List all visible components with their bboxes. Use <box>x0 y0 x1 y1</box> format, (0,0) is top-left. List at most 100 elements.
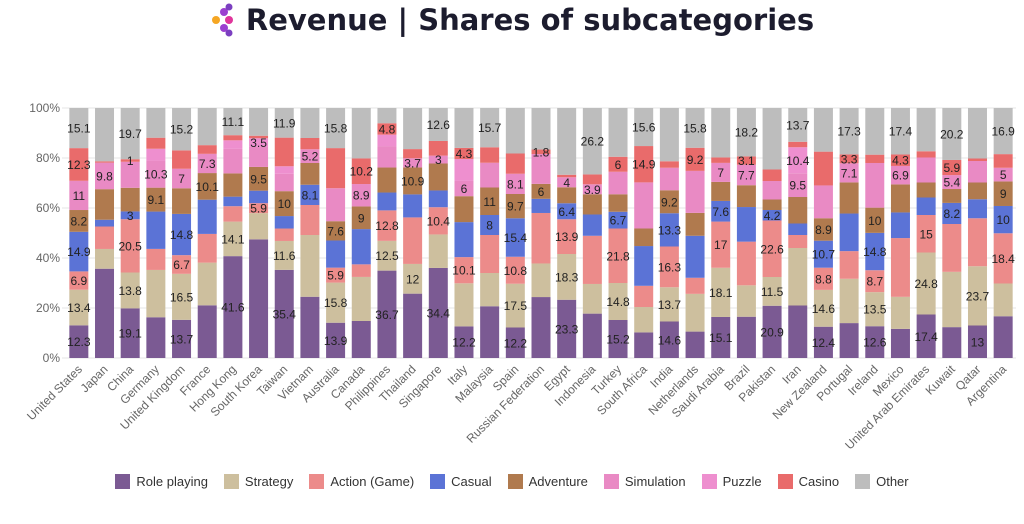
bar-segment-action-game-[interactable] <box>326 267 346 283</box>
bar-segment-strategy[interactable] <box>249 213 269 240</box>
bar-segment-adventure[interactable] <box>557 187 577 204</box>
bar-segment-other[interactable] <box>762 108 782 170</box>
bar-segment-strategy[interactable] <box>120 272 140 309</box>
bar-segment-casino[interactable] <box>403 149 423 159</box>
bar-segment-simulation[interactable] <box>762 181 782 200</box>
bar-segment-casual[interactable] <box>762 210 782 221</box>
bar-segment-action-game-[interactable] <box>813 267 833 290</box>
bar-segment-other[interactable] <box>223 108 243 136</box>
bar-segment-other[interactable] <box>813 108 833 152</box>
bar-segment-other[interactable] <box>865 108 885 155</box>
bar-segment-adventure[interactable] <box>300 163 320 185</box>
bar-segment-action-game-[interactable] <box>659 246 679 288</box>
bar-segment-other[interactable] <box>69 108 89 149</box>
bar-segment-other[interactable] <box>403 108 423 150</box>
bar-segment-adventure[interactable] <box>942 189 962 203</box>
bar-segment-casino[interactable] <box>120 159 140 162</box>
bar-segment-role-playing[interactable] <box>685 331 705 358</box>
bar-segment-adventure[interactable] <box>326 221 346 241</box>
bar-segment-adventure[interactable] <box>813 218 833 241</box>
bar-segment-other[interactable] <box>480 108 500 148</box>
bar-segment-other[interactable] <box>685 108 705 148</box>
bar-segment-role-playing[interactable] <box>659 321 679 359</box>
bar-segment-action-game-[interactable] <box>197 233 217 263</box>
bar-segment-casual[interactable] <box>659 213 679 247</box>
bar-segment-action-game-[interactable] <box>942 223 962 272</box>
bar-segment-action-game-[interactable] <box>634 285 654 308</box>
bar-segment-casual[interactable] <box>813 240 833 268</box>
bar-segment-simulation[interactable] <box>659 167 679 191</box>
bar-segment-action-game-[interactable] <box>711 221 731 268</box>
bar-segment-adventure[interactable] <box>351 206 371 230</box>
legend-item[interactable]: Strategy <box>223 474 293 489</box>
bar-segment-adventure[interactable] <box>865 207 885 233</box>
bar-segment-other[interactable] <box>916 108 936 152</box>
bar-segment-action-game-[interactable] <box>762 220 782 278</box>
bar-segment-action-game-[interactable] <box>69 271 89 290</box>
bar-segment-role-playing[interactable] <box>916 314 936 359</box>
bar-segment-simulation[interactable] <box>326 188 346 222</box>
bar-segment-casino[interactable] <box>865 154 885 163</box>
bar-segment-casual[interactable] <box>377 192 397 211</box>
bar-segment-adventure[interactable] <box>916 182 936 198</box>
bar-segment-simulation[interactable] <box>788 173 808 197</box>
bar-segment-adventure[interactable] <box>711 181 731 201</box>
bar-segment-role-playing[interactable] <box>326 322 346 358</box>
bar-segment-strategy[interactable] <box>454 283 474 327</box>
bar-segment-strategy[interactable] <box>582 283 602 314</box>
bar-segment-casino[interactable] <box>942 159 962 176</box>
bar-segment-action-game-[interactable] <box>249 203 269 214</box>
bar-segment-casual[interactable] <box>351 229 371 265</box>
bar-segment-casino[interactable] <box>788 141 808 148</box>
bar-segment-casual[interactable] <box>557 203 577 220</box>
bar-segment-simulation[interactable] <box>300 149 320 163</box>
bar-segment-casino[interactable] <box>711 157 731 163</box>
bar-segment-adventure[interactable] <box>685 212 705 236</box>
bar-segment-simulation[interactable] <box>223 148 243 174</box>
bar-segment-action-game-[interactable] <box>223 206 243 222</box>
legend-item[interactable]: Simulation <box>603 474 686 489</box>
bar-segment-casual[interactable] <box>685 235 705 278</box>
bar-segment-strategy[interactable] <box>326 282 346 323</box>
bar-segment-casual[interactable] <box>916 197 936 216</box>
bar-segment-simulation[interactable] <box>916 157 936 183</box>
bar-segment-simulation[interactable] <box>505 173 525 194</box>
bar-segment-casino[interactable] <box>608 156 628 172</box>
bar-segment-role-playing[interactable] <box>813 326 833 358</box>
bar-segment-action-game-[interactable] <box>505 256 525 284</box>
legend-item[interactable]: Puzzle <box>701 474 762 489</box>
bar-segment-other[interactable] <box>608 108 628 157</box>
bar-segment-casino[interactable] <box>377 123 397 135</box>
bar-segment-puzzle[interactable] <box>788 147 808 174</box>
bar-segment-adventure[interactable] <box>428 163 448 191</box>
bar-segment-action-game-[interactable] <box>557 219 577 254</box>
bar-segment-casual[interactable] <box>223 196 243 207</box>
bar-segment-strategy[interactable] <box>351 276 371 321</box>
bar-segment-role-playing[interactable] <box>480 306 500 358</box>
bar-segment-action-game-[interactable] <box>685 277 705 294</box>
bar-segment-simulation[interactable] <box>249 146 269 167</box>
bar-segment-role-playing[interactable] <box>865 326 885 358</box>
bar-segment-strategy[interactable] <box>993 283 1013 317</box>
bar-segment-strategy[interactable] <box>69 289 89 326</box>
bar-segment-casino[interactable] <box>736 156 756 165</box>
bar-segment-casual[interactable] <box>69 231 89 272</box>
bar-segment-action-game-[interactable] <box>608 228 628 284</box>
bar-segment-strategy[interactable] <box>377 240 397 271</box>
bar-segment-strategy[interactable] <box>762 277 782 306</box>
bar-segment-casino[interactable] <box>993 154 1013 168</box>
bar-segment-casino[interactable] <box>197 145 217 154</box>
bar-segment-casino[interactable] <box>223 135 243 141</box>
bar-segment-role-playing[interactable] <box>95 268 115 358</box>
bar-segment-casual[interactable] <box>865 232 885 271</box>
bar-segment-casino[interactable] <box>557 174 577 178</box>
bar-segment-role-playing[interactable] <box>274 269 294 358</box>
bar-segment-action-game-[interactable] <box>531 212 551 264</box>
bar-segment-adventure[interactable] <box>377 167 397 193</box>
bar-segment-casino[interactable] <box>326 148 346 189</box>
bar-segment-simulation[interactable] <box>634 182 654 229</box>
bar-segment-action-game-[interactable] <box>403 217 423 264</box>
bar-segment-adventure[interactable] <box>172 188 192 214</box>
bar-segment-casino[interactable] <box>454 147 474 160</box>
bar-segment-simulation[interactable] <box>736 164 756 186</box>
